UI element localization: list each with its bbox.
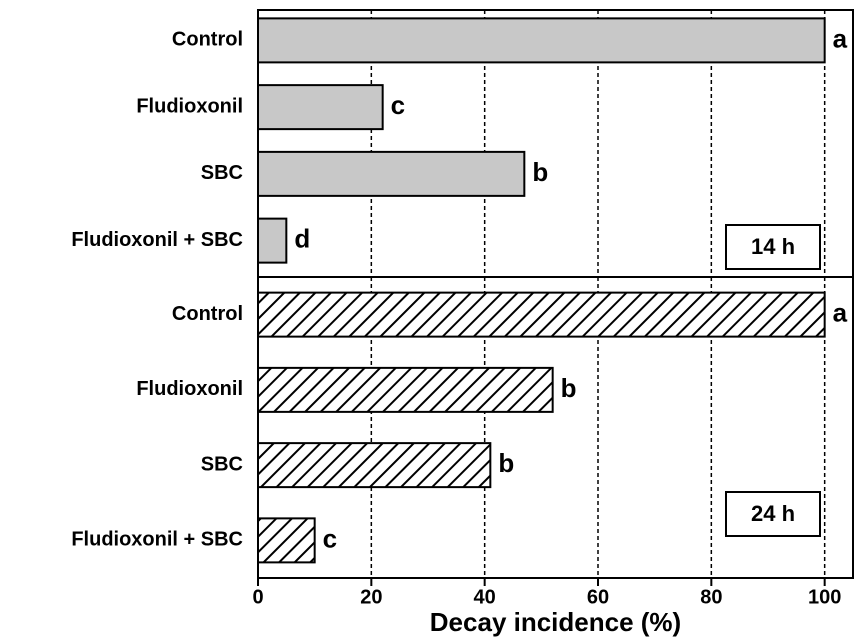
category-label: Fludioxonil + SBC [71,529,243,551]
panel-label-box [725,224,821,270]
bar [257,84,384,131]
bar [257,150,526,197]
x-tick-label: 40 [474,586,496,608]
bar [257,366,554,413]
panel-label: 14 h [751,234,795,259]
category-label: Fludioxonil + SBC [71,229,243,251]
bar [257,517,316,564]
x-tick-label: 100 [808,586,841,608]
x-tick-label: 0 [252,586,263,608]
panel-label: 24 h [751,501,795,526]
x-axis-title: Decay incidence (%) [430,607,681,637]
category-label: Fludioxonil [136,378,243,400]
category-label: Control [172,303,243,325]
significance-letter: b [498,448,514,478]
significance-letter: a [833,298,848,328]
significance-letter: c [323,523,337,553]
significance-letter: b [532,157,548,187]
bar [257,17,826,64]
category-label: SBC [201,453,243,475]
panel-label-box [725,491,821,537]
x-tick-label: 80 [700,586,722,608]
bar [257,291,826,338]
category-label: Control [172,29,243,51]
significance-letter: a [833,23,848,53]
bar [257,217,288,264]
category-label: Fludioxonil [136,95,243,117]
significance-letter: d [294,224,310,254]
panel-frame [257,276,854,579]
significance-letter: c [391,90,405,120]
bar [257,442,492,489]
x-tick-label: 20 [360,586,382,608]
significance-letter: b [561,373,577,403]
category-label: SBC [201,162,243,184]
x-tick-label: 60 [587,586,609,608]
